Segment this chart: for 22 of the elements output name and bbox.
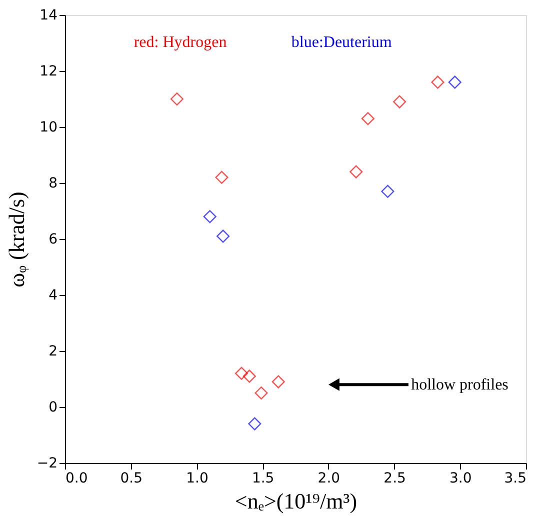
x-tick-label: 2.5: [384, 470, 406, 486]
y-tick-label: 2: [48, 344, 58, 360]
text: blue:Deuterium: [291, 34, 392, 51]
annotation: hollow profiles: [411, 376, 508, 394]
y-tick-label: 14: [40, 8, 58, 24]
text: red: Hydrogen: [134, 34, 227, 51]
y-tick-label: 8: [48, 176, 58, 192]
x-tick-label: 1.5: [252, 470, 274, 486]
y-tick-label: 6: [48, 232, 58, 248]
x-tick-label: 0.5: [120, 470, 142, 486]
y-tick-label: 0: [48, 400, 58, 416]
x-tick-label: 3.0: [450, 470, 472, 486]
x-tick-label: 2.0: [318, 470, 340, 486]
y-tick-label: 12: [40, 64, 58, 80]
y-tick-label: −2: [36, 456, 58, 472]
x-tick-label: 3.5: [504, 470, 526, 486]
x-tick-label: 0.0: [66, 470, 88, 486]
x-axis-title: <nₑ>(10¹⁹/m³): [234, 488, 358, 514]
y-axis-title: ωᵩ (krad/s): [4, 192, 29, 288]
y-tick-label: 10: [40, 120, 58, 136]
y-tick-label: 4: [48, 288, 58, 304]
x-tick-label: 1.0: [186, 470, 208, 486]
